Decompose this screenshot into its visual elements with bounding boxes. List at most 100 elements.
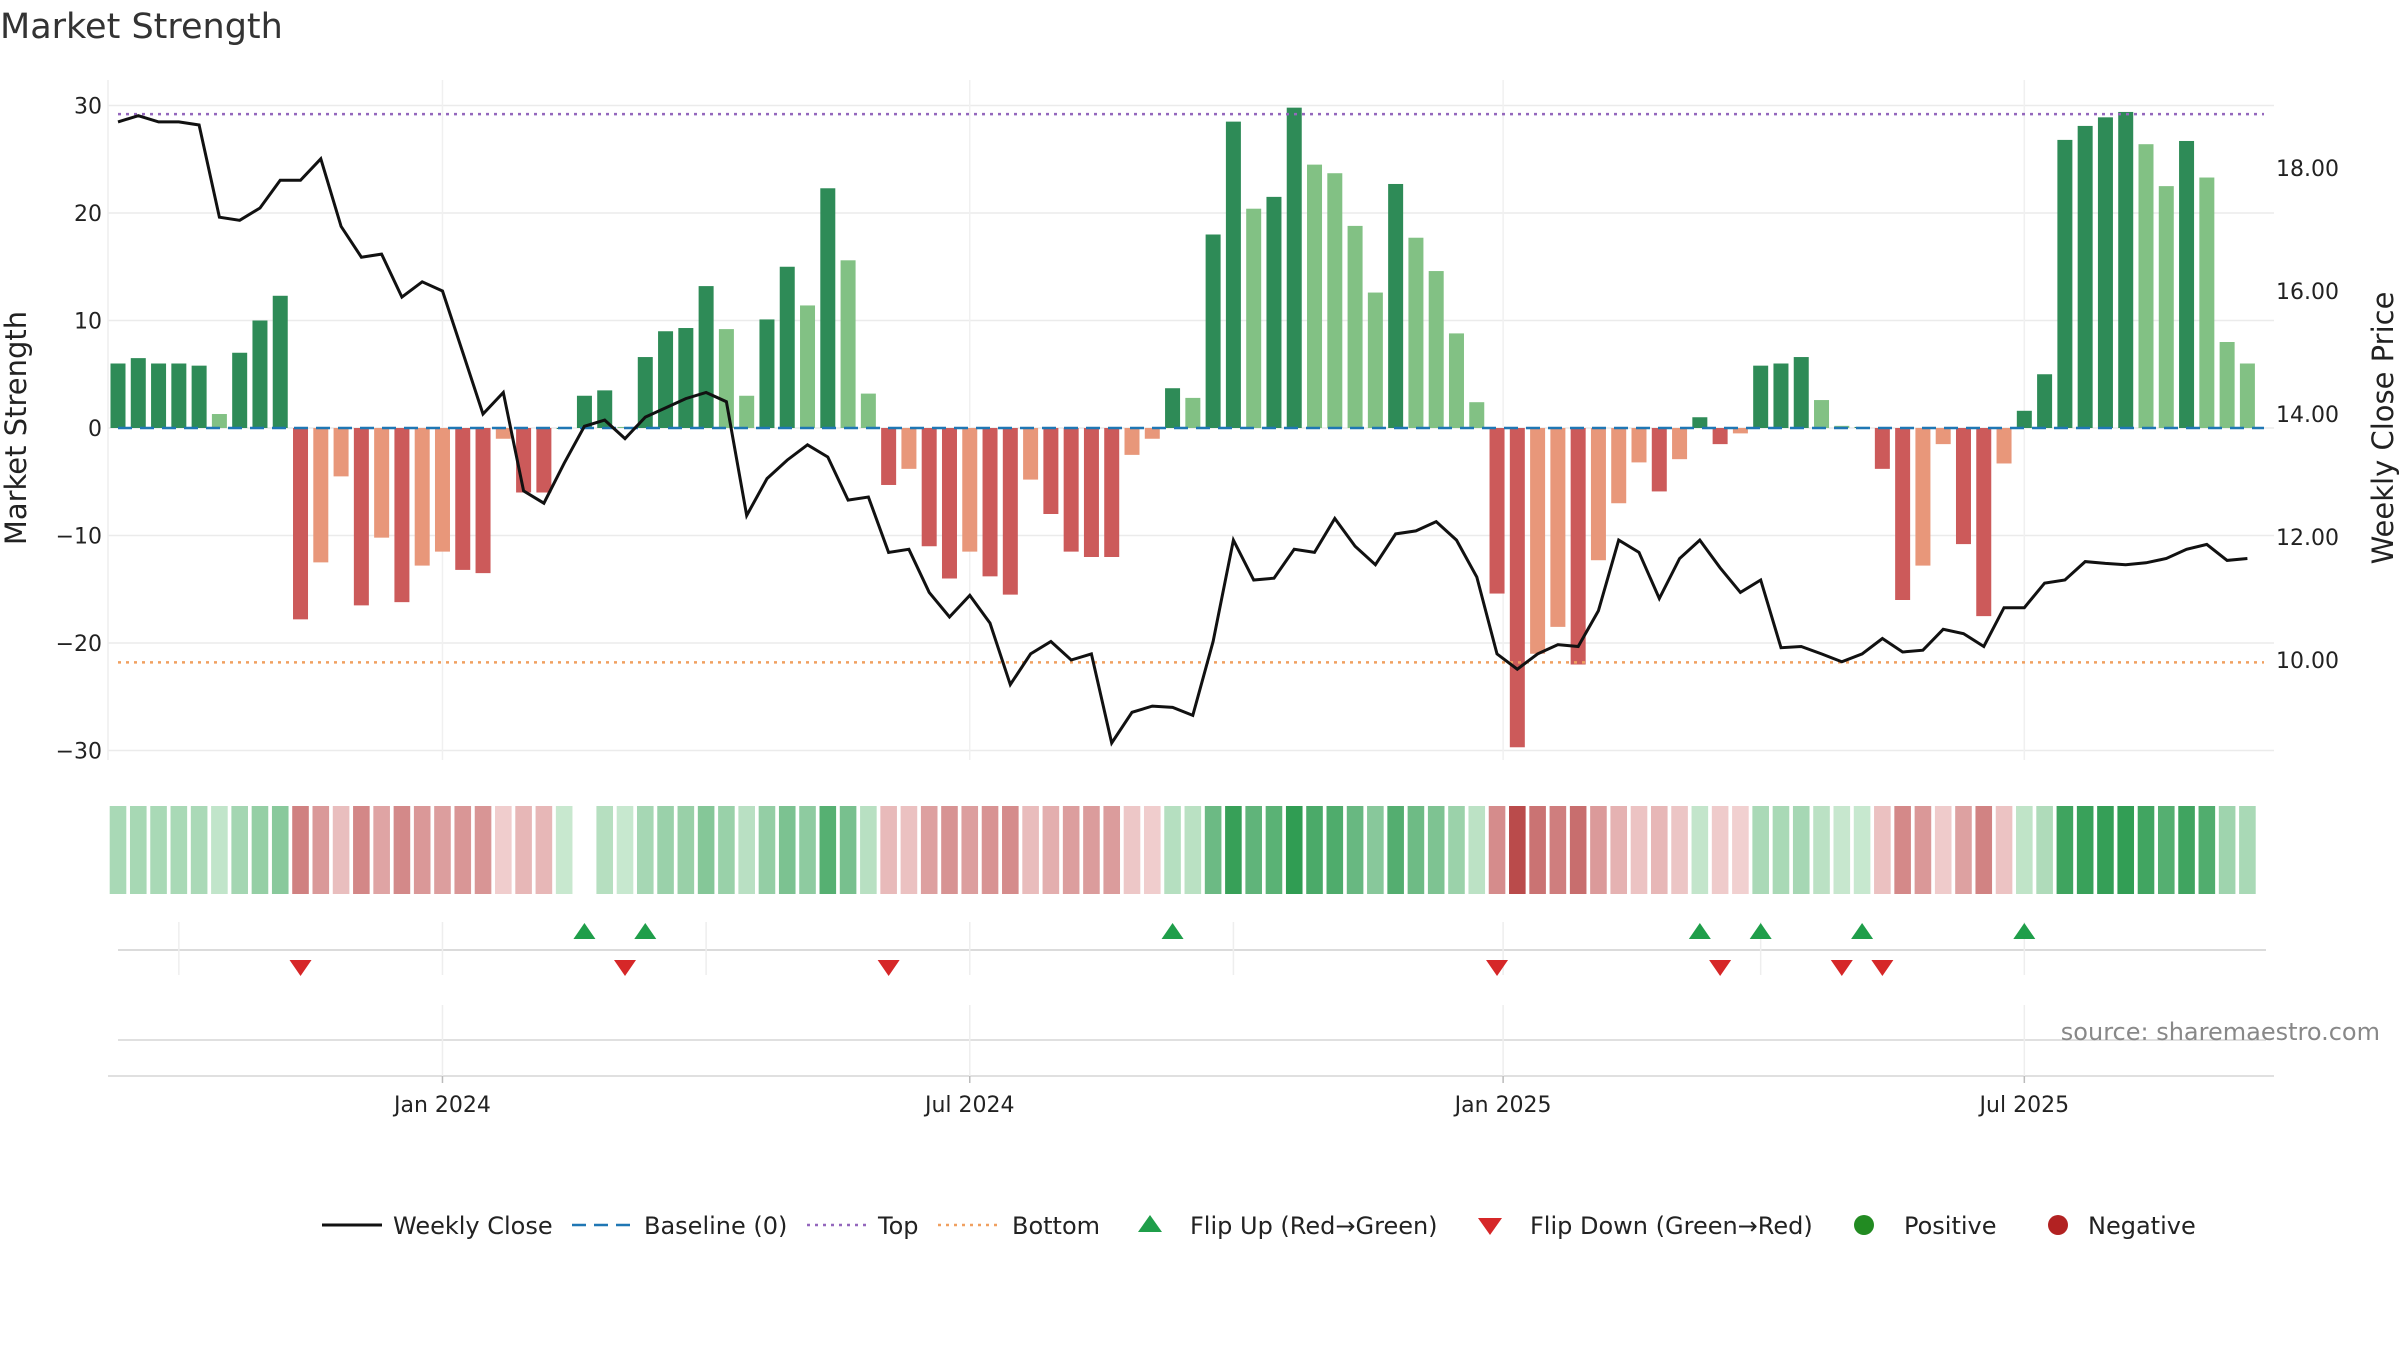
strength-bar [1225, 121, 1241, 428]
heat-cell [636, 806, 654, 894]
heat-cell [170, 806, 188, 894]
strength-bar [1793, 357, 1809, 428]
heat-cell [129, 806, 147, 894]
heat-cell [657, 806, 674, 894]
strength-bar [1307, 164, 1323, 428]
heat-cell [1914, 806, 1932, 894]
heat-cell [1509, 806, 1526, 894]
left-tick-label: 0 [88, 417, 102, 442]
strength-bar [2138, 144, 2154, 428]
strength-bar [151, 363, 167, 428]
strength-bar [698, 286, 714, 428]
strength-bar [2016, 410, 2032, 428]
heat-cell [1265, 806, 1283, 894]
heat-cell [2198, 806, 2216, 894]
left-tick-label: 30 [74, 95, 102, 120]
strength-bar [2199, 177, 2215, 428]
strength-bar [576, 395, 592, 428]
heat-cell [495, 806, 512, 894]
heat-cell [1772, 806, 1790, 894]
heat-cell [1103, 806, 1121, 894]
strength-bar [2158, 186, 2174, 428]
heat-cell [839, 806, 857, 894]
heat-cell [718, 806, 735, 894]
strength-bar [1814, 400, 1830, 428]
right-tick-label: 14.00 [2276, 403, 2339, 428]
heat-cell [413, 806, 431, 894]
strength-bar [2118, 111, 2134, 428]
strength-bar [1246, 208, 1262, 428]
heat-cell [1874, 806, 1891, 894]
right-axis-label: Weekly Close Price [2366, 292, 2400, 565]
strength-bar [637, 357, 653, 428]
strength-bar [1124, 428, 1140, 455]
strength-bar [293, 428, 309, 620]
source-label: source: sharemaestro.com [2061, 1018, 2380, 1046]
strength-bar [2077, 125, 2093, 429]
heat-cell [434, 806, 451, 894]
heat-cell [1691, 806, 1709, 894]
strength-bar [1367, 292, 1383, 428]
heat-cell [1225, 806, 1242, 894]
legend-label: Weekly Close [393, 1212, 553, 1240]
flip-up-marker [573, 923, 596, 939]
strength-bar [495, 428, 511, 439]
x-tick-label: Jan 2024 [392, 1093, 491, 1118]
heat-cell [515, 806, 532, 894]
heat-cell [920, 806, 938, 894]
heat-cell [1245, 806, 1262, 894]
heat-cell [393, 806, 411, 894]
strength-bar [1083, 428, 1099, 557]
heat-cell [1285, 806, 1303, 894]
heat-cell [941, 806, 958, 894]
strength-bar [1104, 428, 1120, 557]
heat-cell [555, 806, 573, 894]
strength-bar [921, 428, 937, 547]
left-axis-label: Market Strength [0, 311, 33, 545]
strength-bar [1165, 388, 1181, 428]
strength-bar [941, 428, 957, 579]
strength-bar [1388, 183, 1404, 428]
strength-bar [860, 393, 876, 428]
heat-cell [1448, 806, 1465, 894]
heat-cell [900, 806, 918, 894]
heat-cell [1123, 806, 1141, 894]
flip-up-marker [1851, 923, 1874, 939]
flip-down-marker [877, 960, 900, 976]
flip-down-marker [1709, 960, 1732, 976]
flip-down-legend-icon [1478, 1218, 1502, 1235]
strength-bar [1063, 428, 1079, 552]
heat-cell [1792, 806, 1810, 894]
legend-label: Bottom [1012, 1212, 1100, 1240]
strength-bar [434, 428, 450, 552]
strength-bar [597, 390, 613, 428]
heat-cell [353, 806, 370, 894]
left-tick-label: −30 [56, 740, 102, 765]
heat-cell [2056, 806, 2074, 894]
heat-cell [1955, 806, 1972, 894]
strength-bar [1570, 428, 1586, 665]
heat-cell [799, 806, 816, 894]
heat-cell [1671, 806, 1688, 894]
strength-bar [1408, 237, 1424, 428]
right-tick-label: 10.00 [2276, 649, 2339, 674]
heat-cell [251, 806, 269, 894]
strength-bar [1043, 428, 1059, 514]
flip-markers-panel [118, 922, 2266, 976]
flip-up-marker [1688, 923, 1711, 939]
x-axis-ticks: Jan 2024 Jul 2024 Jan 2025 Jul 2025 [392, 1076, 2069, 1118]
heat-cell [1022, 806, 1039, 894]
negative-legend-icon [2048, 1215, 2068, 1235]
heat-cell [1427, 806, 1445, 894]
strength-bar [1651, 428, 1667, 492]
strength-bar [1611, 428, 1627, 504]
right-axis-ticks: 18.00 16.00 14.00 12.00 10.00 [2276, 157, 2339, 674]
strength-bar [1144, 428, 1160, 439]
legend-label: Positive [1904, 1212, 1997, 1240]
heat-cell [2016, 806, 2033, 894]
heat-cell [677, 806, 695, 894]
strength-bar [1347, 225, 1363, 428]
heat-cell [190, 806, 208, 894]
strength-bar [2219, 342, 2235, 428]
heat-cell [231, 806, 248, 894]
